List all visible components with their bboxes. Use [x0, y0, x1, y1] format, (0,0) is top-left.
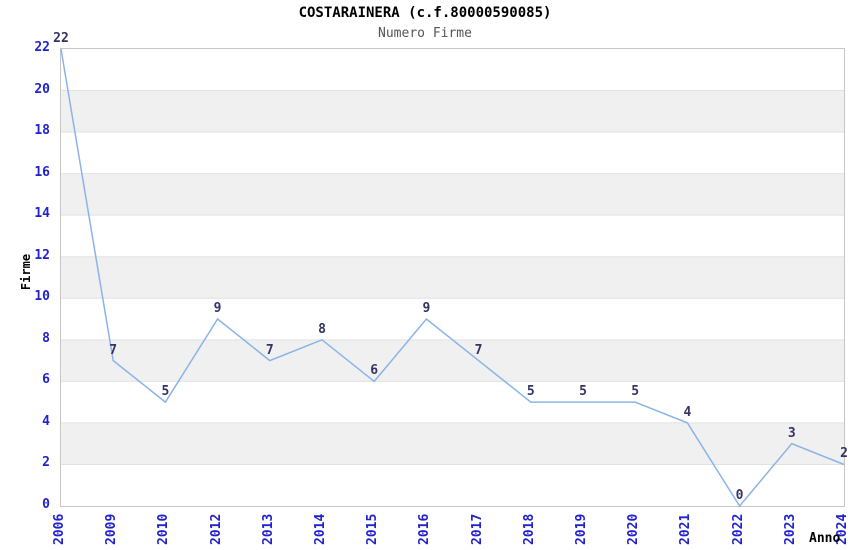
x-tick-label: 2010 [156, 513, 172, 545]
x-tick-label: 2018 [521, 513, 537, 545]
x-axis-label: Anno [809, 531, 841, 546]
value-label: 7 [474, 342, 483, 358]
y-tick-label: 0 [42, 497, 50, 512]
value-label: 9 [213, 301, 222, 317]
y-tick-label: 4 [42, 413, 50, 429]
value-label: 7 [109, 342, 118, 358]
y-tick-label: 22 [34, 40, 50, 55]
value-label: 5 [526, 384, 535, 400]
x-tick-label: 2019 [574, 513, 589, 545]
value-label: 5 [161, 384, 170, 400]
value-label: 0 [735, 488, 744, 503]
x-tick-label: 2012 [208, 513, 224, 545]
value-label: 3 [787, 425, 796, 441]
x-tick-label: 2017 [469, 513, 485, 545]
value-label: 22 [53, 31, 69, 46]
x-tick-label: 2020 [626, 513, 642, 545]
x-tick-label: 2013 [260, 513, 276, 545]
x-tick-label: 2015 [365, 513, 381, 545]
plot-area: 22 7 5 9 7 8 6 9 7 5 5 5 4 0 3 2 [53, 32, 848, 508]
chart-subtitle: Numero Firme [378, 26, 472, 41]
value-label: 5 [579, 384, 587, 400]
x-tick-label: 2014 [313, 513, 328, 545]
x-tick-label: 2006 [52, 513, 67, 545]
value-label: 5 [631, 384, 640, 400]
y-tick-label: 14 [34, 206, 50, 222]
grid-band [61, 256, 844, 299]
y-tick-label: 16 [34, 164, 50, 180]
y-tick-label: 10 [34, 289, 50, 305]
value-label: 2 [840, 446, 848, 462]
x-tick-label: 2023 [782, 513, 798, 545]
grid-band [61, 90, 844, 133]
y-tick-label: 18 [34, 123, 50, 139]
value-label: 9 [422, 301, 431, 317]
grid-band [61, 339, 844, 382]
value-label: 7 [265, 342, 274, 358]
y-tick-label: 6 [42, 372, 50, 388]
line-series-canvas [60, 48, 845, 508]
series-line [60, 48, 845, 508]
chart-title: COSTARAINERA (c.f.80000590085) [298, 5, 552, 21]
value-label: 6 [370, 363, 379, 379]
y-tick-label: 12 [34, 247, 50, 263]
x-tick-label: 2022 [730, 513, 746, 545]
x-tick-label: 2021 [678, 513, 694, 545]
x-tick-label: 2009 [104, 513, 120, 545]
value-label: 4 [683, 404, 692, 420]
value-label: 8 [318, 321, 326, 337]
y-tick-label: 8 [42, 330, 50, 346]
y-tick-label: 20 [34, 81, 50, 97]
grid-band [61, 422, 844, 465]
y-tick-label: 2 [42, 455, 50, 471]
x-tick-label: 2016 [417, 513, 433, 545]
grid-band [61, 173, 844, 216]
